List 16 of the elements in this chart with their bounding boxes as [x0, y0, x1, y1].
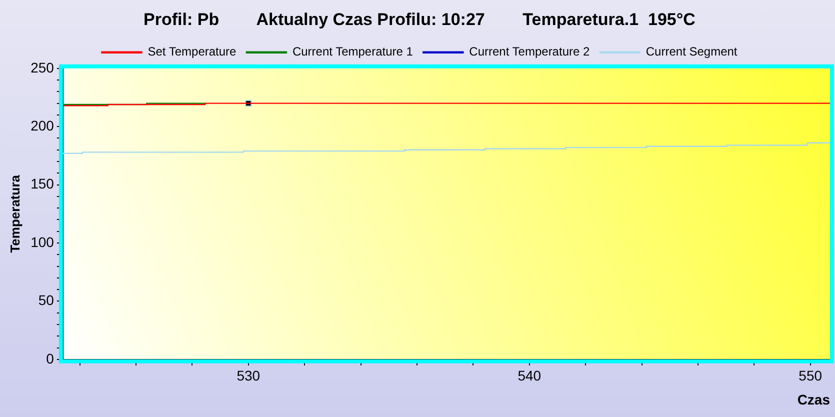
legend-label: Set Temperature	[148, 44, 237, 59]
legend-label: Current Temperature 1	[292, 44, 414, 59]
x-axis-title: Czas	[797, 391, 830, 408]
x-tick-label: 550	[798, 368, 822, 384]
y-tick-label: 150	[30, 176, 54, 192]
y-axis-title: Temperatura	[7, 174, 22, 253]
y-tick-label: 100	[30, 234, 54, 250]
y-tick-label: 200	[30, 117, 54, 134]
x-tick-label: 540	[518, 368, 542, 384]
y-tick-label: 250	[30, 59, 54, 76]
chart-title: Profil: Pb Aktualny Czas Profilu: 10:27 Temparetura.1 195°C	[144, 10, 696, 29]
legend-label: Current Temperature 2	[469, 44, 590, 59]
y-tick-label: 50	[38, 292, 54, 308]
x-tick-label: 530	[236, 368, 260, 384]
legend-label: Current Segment	[646, 44, 738, 59]
y-tick-label: 0	[46, 350, 54, 366]
